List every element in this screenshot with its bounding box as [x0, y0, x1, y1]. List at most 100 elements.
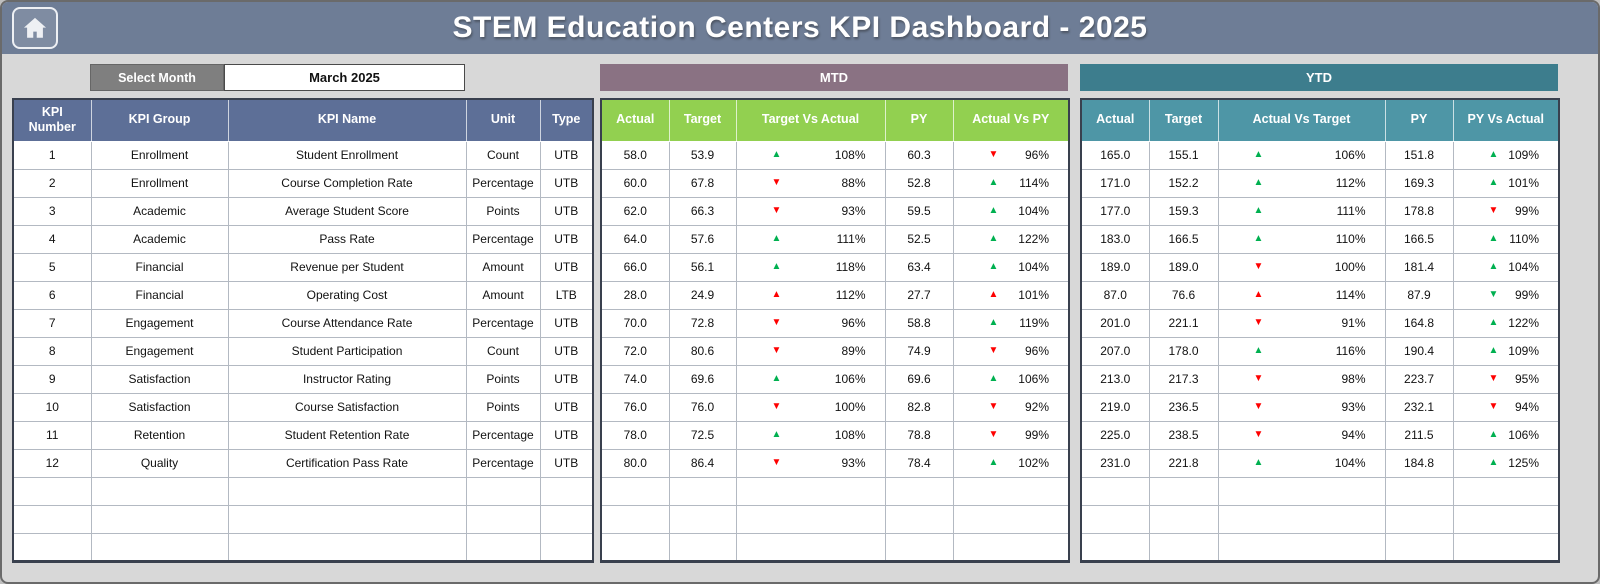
ytd-compare-2: ▼ 99%	[1452, 196, 1560, 226]
mtd-compare-2-value: 106%	[1018, 372, 1049, 386]
unit-cell: Points	[465, 392, 541, 422]
mtd-actual-cell: 60.0	[600, 168, 670, 198]
down-arrow-icon: ▼	[771, 345, 782, 356]
empty-cell	[227, 476, 467, 506]
mtd-compare-2-value: 102%	[1018, 456, 1049, 470]
empty-cell	[1217, 532, 1386, 562]
mtd-target-cell: 72.5	[668, 420, 737, 450]
mtd-row: 78.0 72.5 ▲ 108% 78.8 ▼ 99%	[600, 420, 1070, 450]
up-arrow-icon: ▲	[988, 457, 999, 468]
down-arrow-icon: ▼	[771, 205, 782, 216]
ytd-col-header-py-vs-actual: PY Vs Actual	[1452, 98, 1560, 142]
mtd-compare-1-value: 108%	[834, 428, 866, 442]
mtd-compare-1-value: 96%	[841, 316, 866, 330]
ytd-py-cell: 232.1	[1384, 392, 1454, 422]
ytd-actual-cell: 225.0	[1080, 420, 1150, 450]
ytd-target-cell: 166.5	[1148, 224, 1219, 254]
info-empty-row	[12, 476, 594, 506]
mtd-row: 72.0 80.6 ▼ 89% 74.9 ▼ 96%	[600, 336, 1070, 366]
empty-cell	[735, 532, 886, 562]
type-cell: LTB	[539, 280, 594, 310]
mtd-target-cell: 72.8	[668, 308, 737, 338]
empty-cell	[1384, 476, 1454, 506]
info-col-header-unit: Unit	[465, 98, 541, 142]
up-arrow-icon: ▲	[988, 289, 999, 300]
down-arrow-icon: ▼	[988, 429, 999, 440]
mtd-target-cell: 66.3	[668, 196, 737, 226]
ytd-compare-1-value: 91%	[1341, 316, 1366, 330]
ytd-compare-1: ▼ 94%	[1217, 420, 1386, 450]
mtd-section-band: MTD	[600, 64, 1068, 91]
unit-cell: Count	[465, 336, 541, 366]
kpi-name-cell: Certification Pass Rate	[227, 448, 467, 478]
empty-cell	[884, 476, 954, 506]
mtd-target-cell: 53.9	[668, 140, 737, 170]
ytd-row: 171.0 152.2 ▲ 112% 169.3 ▲ 101%	[1080, 168, 1560, 198]
empty-cell	[12, 532, 92, 562]
mtd-compare-2-value: 96%	[1024, 148, 1049, 162]
mtd-compare-2-value: 101%	[1018, 288, 1049, 302]
ytd-col-header-actual-vs-target: Actual Vs Target	[1217, 98, 1386, 142]
down-arrow-icon: ▼	[1253, 401, 1264, 412]
ytd-compare-2: ▼ 99%	[1452, 280, 1560, 310]
ytd-row: 225.0 238.5 ▼ 94% 211.5 ▲ 106%	[1080, 420, 1560, 450]
down-arrow-icon: ▼	[1253, 373, 1264, 384]
up-arrow-icon: ▲	[1488, 345, 1499, 356]
mtd-row: 66.0 56.1 ▲ 118% 63.4 ▲ 104%	[600, 252, 1070, 282]
mtd-compare-2: ▲ 104%	[952, 252, 1070, 282]
up-arrow-icon: ▲	[988, 373, 999, 384]
kpi-info-row: 12 Quality Certification Pass Rate Percenta…	[12, 448, 594, 478]
ytd-py-cell: 190.4	[1384, 336, 1454, 366]
kpi-group-cell: Engagement	[90, 308, 229, 338]
mtd-actual-cell: 64.0	[600, 224, 670, 254]
ytd-py-cell: 211.5	[1384, 420, 1454, 450]
mtd-compare-2: ▼ 96%	[952, 336, 1070, 366]
kpi-number-cell: 9	[12, 364, 92, 394]
ytd-table-body: 165.0 155.1 ▲ 106% 151.8 ▲ 109% 171.0 152.2 ▲ 112%…	[1080, 140, 1560, 562]
empty-cell	[12, 476, 92, 506]
mtd-compare-2-value: 99%	[1024, 428, 1049, 442]
mtd-py-cell: 82.8	[884, 392, 954, 422]
empty-cell	[465, 504, 541, 534]
mtd-py-cell: 52.8	[884, 168, 954, 198]
ytd-target-cell: 159.3	[1148, 196, 1219, 226]
type-cell: UTB	[539, 336, 594, 366]
unit-cell: Points	[465, 196, 541, 226]
mtd-row: 58.0 53.9 ▲ 108% 60.3 ▼ 96%	[600, 140, 1070, 170]
unit-cell: Amount	[465, 280, 541, 310]
mtd-table-body: 58.0 53.9 ▲ 108% 60.3 ▼ 96% 60.0 67.8 ▼ 88% 52.8 ▲ 11…	[600, 140, 1070, 562]
ytd-compare-2-value: 125%	[1508, 456, 1539, 470]
ytd-compare-2-value: 99%	[1514, 288, 1539, 302]
mtd-compare-2: ▲ 104%	[952, 196, 1070, 226]
kpi-name-cell: Course Attendance Rate	[227, 308, 467, 338]
ytd-actual-cell: 231.0	[1080, 448, 1150, 478]
mtd-col-header-py: PY	[884, 98, 954, 142]
mtd-actual-cell: 70.0	[600, 308, 670, 338]
ytd-compare-2: ▲ 110%	[1452, 224, 1560, 254]
mtd-actual-cell: 76.0	[600, 392, 670, 422]
up-arrow-icon: ▲	[1253, 457, 1264, 468]
page-title: STEM Education Centers KPI Dashboard - 2…	[452, 11, 1148, 44]
empty-cell	[668, 504, 737, 534]
ytd-target-cell: 236.5	[1148, 392, 1219, 422]
unit-cell: Percentage	[465, 420, 541, 450]
ytd-actual-cell: 189.0	[1080, 252, 1150, 282]
mtd-py-cell: 74.9	[884, 336, 954, 366]
ytd-py-cell: 184.8	[1384, 448, 1454, 478]
home-button[interactable]	[12, 7, 58, 49]
down-arrow-icon: ▼	[1488, 205, 1499, 216]
empty-cell	[1384, 532, 1454, 562]
down-arrow-icon: ▼	[988, 401, 999, 412]
ytd-compare-1-value: 114%	[1335, 288, 1366, 302]
mtd-actual-cell: 66.0	[600, 252, 670, 282]
ytd-row: 213.0 217.3 ▼ 98% 223.7 ▼ 95%	[1080, 364, 1560, 394]
up-arrow-icon: ▲	[1488, 149, 1499, 160]
empty-cell	[1148, 504, 1219, 534]
type-cell: UTB	[539, 364, 594, 394]
month-selector[interactable]: March 2025	[224, 64, 465, 91]
ytd-target-cell: 152.2	[1148, 168, 1219, 198]
mtd-col-header-actual: Actual	[600, 98, 670, 142]
kpi-number-cell: 8	[12, 336, 92, 366]
mtd-py-cell: 78.8	[884, 420, 954, 450]
type-cell: UTB	[539, 252, 594, 282]
